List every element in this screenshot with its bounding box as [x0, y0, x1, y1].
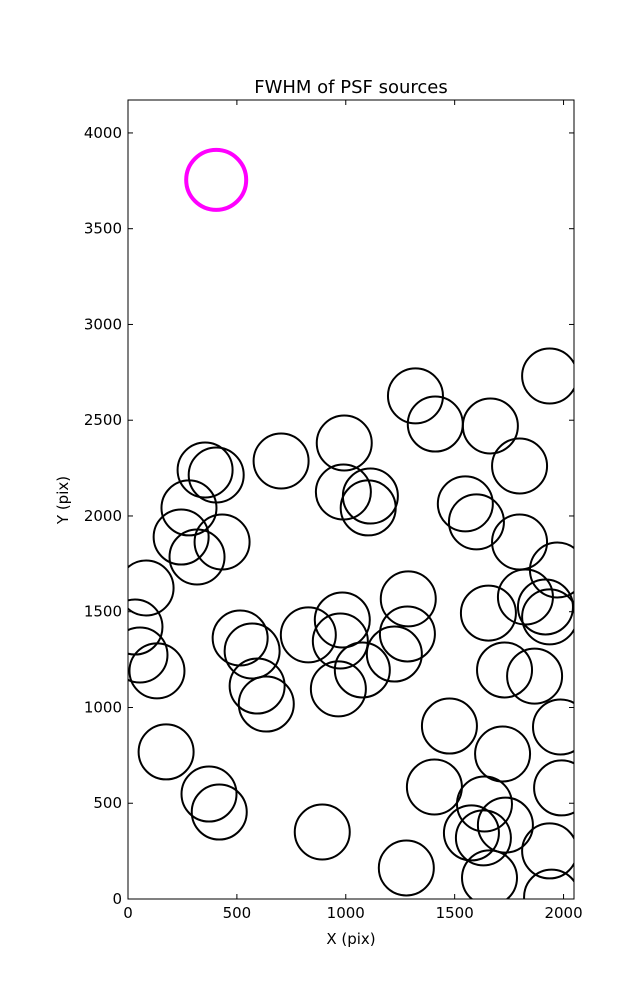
y-tick-label: 2500	[84, 411, 122, 429]
source-circle	[128, 642, 186, 700]
source-circle	[128, 559, 175, 617]
source-circle	[339, 479, 397, 537]
source-circle	[533, 759, 574, 817]
y-tick-label: 4000	[84, 124, 122, 142]
source-circle	[160, 479, 218, 537]
source-circle	[521, 822, 574, 880]
source-circle	[491, 437, 549, 495]
source-circle	[523, 868, 574, 899]
source-circle	[168, 528, 226, 586]
y-tick-label: 0	[112, 890, 122, 908]
source-circle	[521, 347, 574, 405]
source-circle	[459, 584, 517, 642]
source-circle	[379, 570, 437, 628]
source-circle	[293, 803, 351, 861]
y-tick-label: 2000	[84, 507, 122, 525]
source-circle	[476, 641, 534, 699]
x-tick-label: 500	[223, 904, 252, 922]
source-circle	[516, 578, 574, 636]
source-circle	[279, 606, 337, 664]
source-circle	[476, 796, 534, 854]
source-circle	[228, 657, 286, 715]
source-circle	[223, 622, 281, 680]
source-circle	[386, 367, 444, 425]
source-circle	[420, 697, 478, 755]
x-tick-label: 1000	[327, 904, 365, 922]
y-tick-label: 1500	[84, 603, 122, 621]
source-circle	[333, 641, 391, 699]
source-circle	[532, 698, 574, 756]
x-tick-label: 2000	[544, 904, 582, 922]
y-axis-label: Y (pix)	[54, 476, 72, 525]
source-circle	[184, 147, 249, 212]
plot-area	[128, 147, 574, 899]
y-tick-label: 3500	[84, 220, 122, 238]
chart-title: FWHM of PSF sources	[254, 77, 448, 98]
source-circle	[442, 804, 500, 862]
axes-frame	[127, 99, 575, 900]
source-circle	[447, 493, 505, 551]
source-circle	[455, 775, 513, 833]
source-circle	[436, 475, 494, 533]
source-circle	[252, 432, 310, 490]
source-circle	[180, 765, 238, 823]
y-tick-label: 500	[93, 794, 122, 812]
source-circle	[152, 508, 210, 566]
source-circle	[474, 725, 532, 783]
source-circle	[454, 809, 512, 867]
x-tick-label: 1500	[436, 904, 474, 922]
source-circle	[128, 626, 169, 684]
x-tick-label: 0	[123, 904, 133, 922]
x-axis-label: X (pix)	[326, 930, 375, 948]
source-circle	[237, 675, 295, 733]
source-circle	[461, 849, 518, 899]
y-tick-label: 1000	[84, 698, 122, 716]
source-circle	[461, 397, 519, 455]
source-circle	[506, 647, 564, 705]
y-tick-label: 3000	[84, 315, 122, 333]
source-circle	[190, 783, 248, 841]
source-circle	[309, 660, 367, 718]
source-circle	[176, 441, 234, 499]
source-circle	[311, 612, 369, 670]
source-circle	[137, 723, 195, 781]
source-circle	[378, 605, 436, 663]
source-circle	[313, 591, 371, 649]
source-circle	[521, 588, 574, 646]
source-circle	[365, 625, 423, 683]
source-circle	[377, 839, 435, 897]
source-circle	[315, 414, 373, 472]
